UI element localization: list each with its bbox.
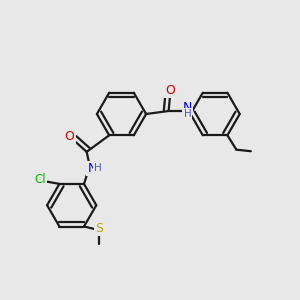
Text: N: N bbox=[183, 101, 192, 114]
Text: S: S bbox=[95, 222, 103, 236]
Text: N: N bbox=[87, 161, 97, 175]
Text: O: O bbox=[165, 84, 175, 98]
Text: H: H bbox=[94, 163, 102, 173]
Text: Cl: Cl bbox=[34, 173, 46, 186]
Text: H: H bbox=[184, 109, 191, 119]
Text: O: O bbox=[65, 130, 74, 143]
